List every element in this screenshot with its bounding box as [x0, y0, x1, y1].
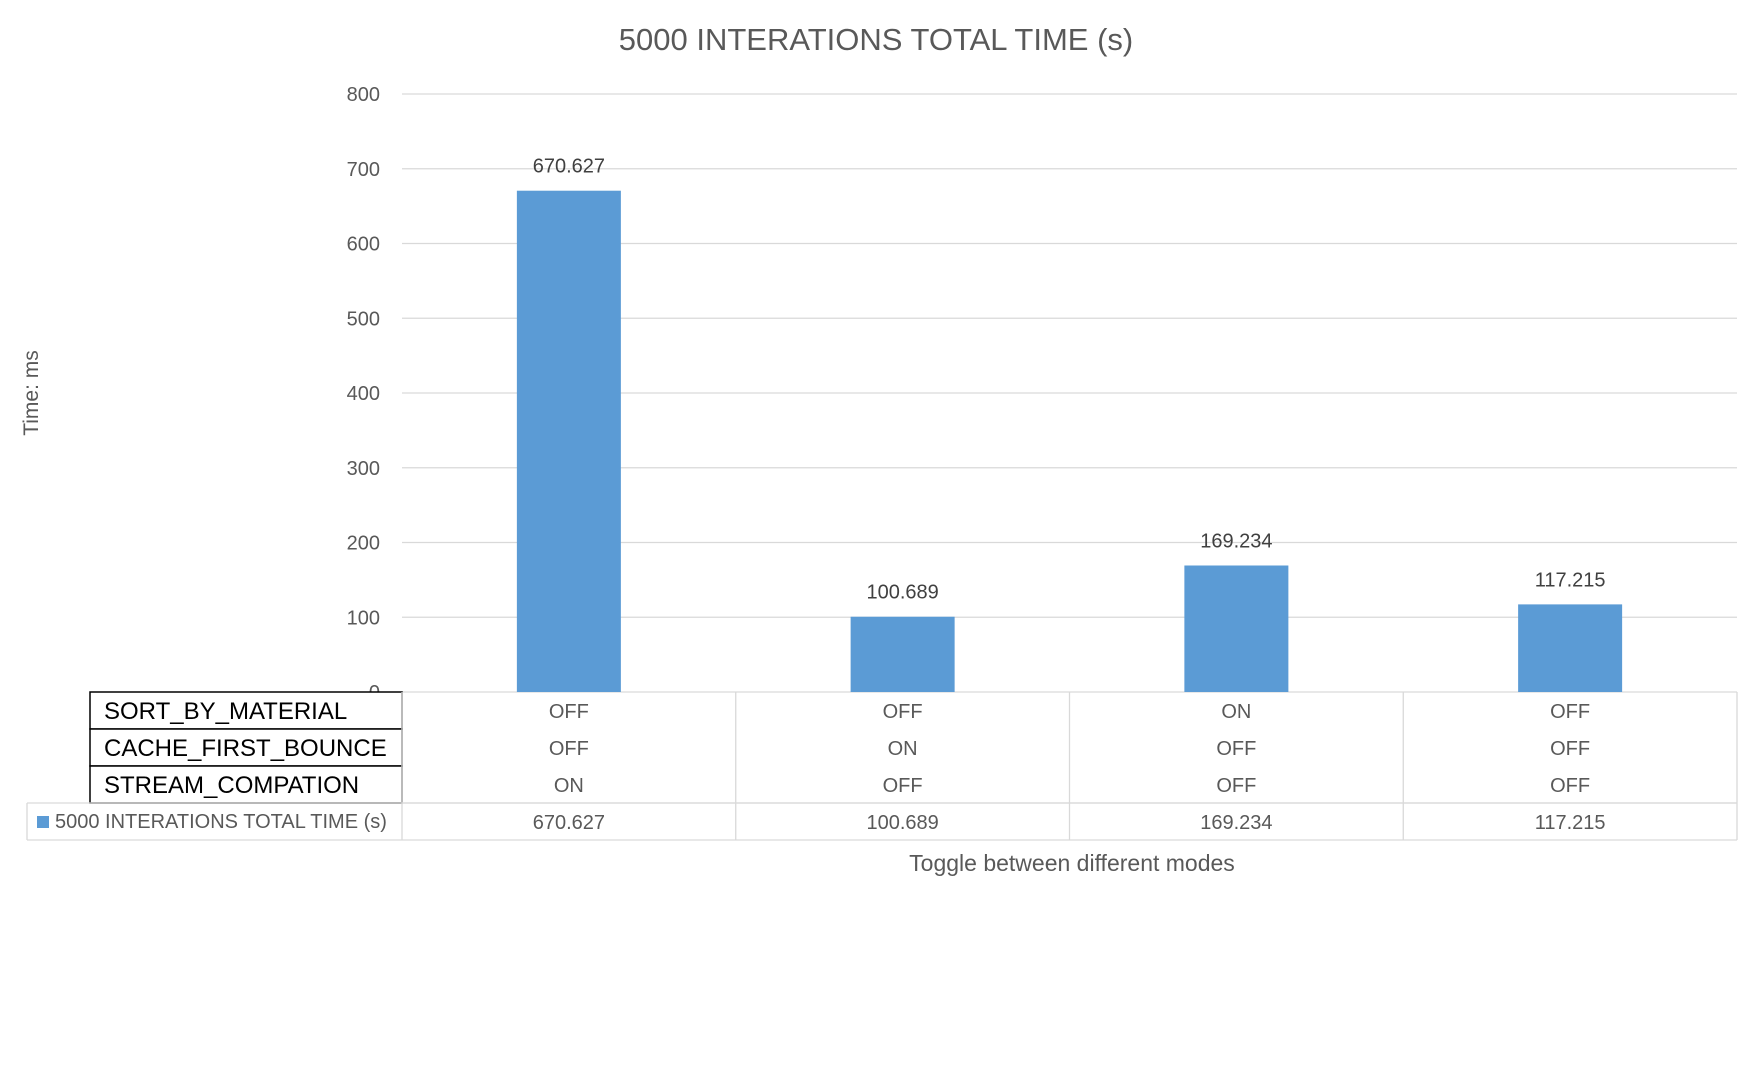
y-tick-label: 300 — [347, 458, 380, 480]
table-cell: OFF — [1550, 775, 1590, 797]
table-cell: OFF — [1550, 738, 1590, 760]
y-tick-label: 800 — [347, 84, 380, 106]
bar — [1184, 565, 1289, 692]
table-header-label: SORT_BY_MATERIAL — [104, 698, 347, 725]
table-cell: OFF — [1216, 775, 1256, 797]
y-tick-label: 400 — [347, 383, 380, 405]
table-cell: ON — [1221, 701, 1251, 723]
data-labels: 670.627 100.689 169.234 117.215 — [533, 156, 1606, 604]
table-value-cell: 169.234 — [1200, 812, 1272, 834]
table-value-cell: 670.627 — [533, 812, 605, 834]
bars — [516, 190, 1623, 693]
table-header-label: STREAM_COMPATION — [104, 772, 359, 799]
table-cell: OFF — [1550, 701, 1590, 723]
data-label: 117.215 — [1535, 569, 1606, 591]
gridlines — [402, 93, 1737, 693]
y-tick-label: 600 — [347, 234, 380, 256]
legend-label: 5000 INTERATIONS TOTAL TIME (s) — [55, 811, 387, 833]
data-label: 670.627 — [533, 156, 605, 178]
bar — [516, 190, 621, 693]
data-label: 169.234 — [1200, 530, 1272, 552]
chart-title: 5000 INTERATIONS TOTAL TIME (s) — [619, 22, 1133, 57]
table-cell: ON — [554, 775, 584, 797]
table-cell: ON — [888, 738, 918, 760]
table-cell: OFF — [883, 701, 923, 723]
table-value-cell: 117.215 — [1535, 812, 1606, 834]
y-tick-label: 200 — [347, 533, 380, 555]
table-cell: OFF — [1216, 738, 1256, 760]
y-axis-ticks: 0100200300400500600700800 — [347, 84, 380, 704]
y-axis-label: Time: ms — [20, 350, 43, 436]
data-table: SORT_BY_MATERIAL OFF OFF ON OFF CACHE_FIRST_B… — [26, 691, 1738, 841]
bar — [850, 616, 955, 692]
table-cell: OFF — [549, 701, 589, 723]
bar — [1518, 604, 1623, 692]
x-axis-label: Toggle between different modes — [909, 850, 1235, 876]
legend-swatch — [37, 816, 49, 828]
table-value-cell: 100.689 — [866, 812, 938, 834]
data-label: 100.689 — [866, 582, 938, 604]
table-header-label: CACHE_FIRST_BOUNCE — [104, 735, 387, 762]
y-tick-label: 500 — [347, 308, 380, 330]
table-cell: OFF — [549, 738, 589, 760]
table-header-cell — [89, 728, 403, 767]
y-tick-label: 100 — [347, 607, 380, 629]
table-cell: OFF — [883, 775, 923, 797]
y-tick-label: 700 — [347, 159, 380, 181]
